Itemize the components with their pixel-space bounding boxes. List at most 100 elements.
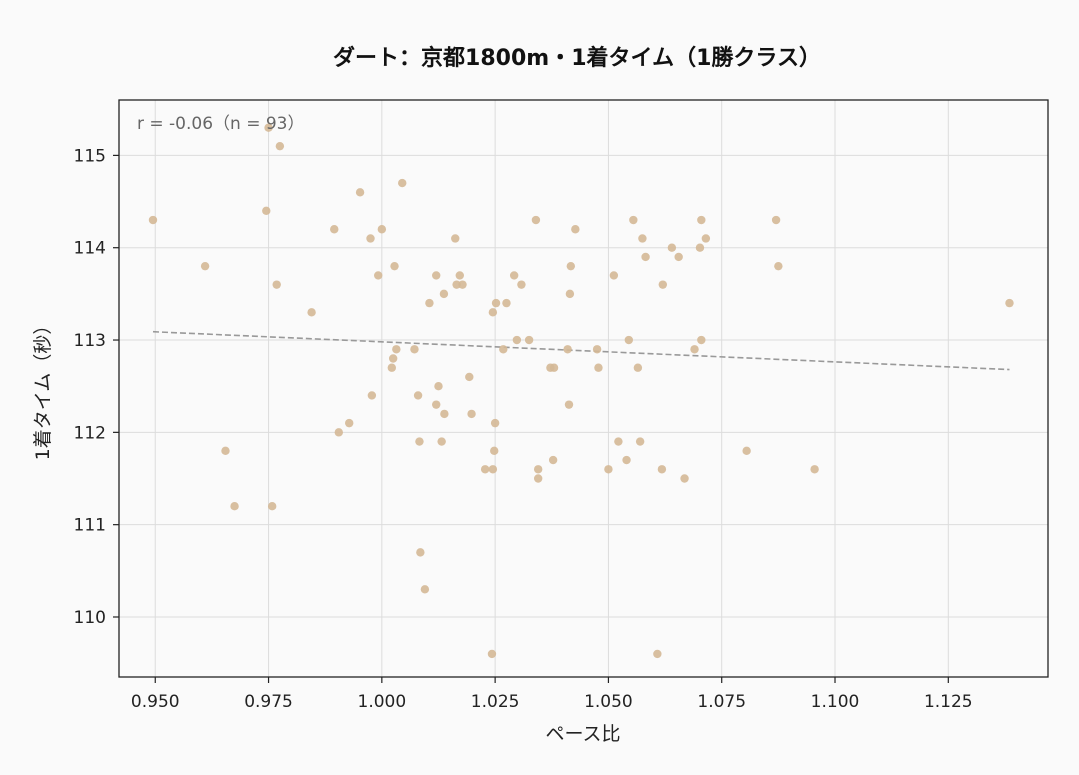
y-tick-label: 110	[74, 608, 106, 628]
data-point	[413, 391, 423, 400]
data-point	[635, 437, 645, 446]
data-point	[533, 465, 543, 474]
data-point	[653, 649, 662, 659]
data-point	[774, 261, 783, 271]
data-point	[398, 178, 407, 188]
y-tick-label: 111	[74, 516, 106, 536]
data-point	[564, 400, 574, 409]
trend-line-layer	[152, 330, 1010, 371]
data-point	[452, 280, 461, 289]
chart-title: ダート：京都1800m・1着タイム（1勝クラス）	[333, 45, 821, 71]
data-point	[272, 280, 281, 289]
data-points	[148, 123, 1014, 659]
data-point	[592, 345, 602, 354]
data-point	[548, 455, 558, 465]
data-point	[697, 215, 706, 225]
data-point	[355, 188, 365, 197]
data-point	[502, 298, 511, 308]
data-point	[509, 271, 519, 280]
data-point	[697, 335, 706, 345]
data-point	[531, 215, 541, 225]
data-point	[524, 335, 534, 345]
data-point	[549, 363, 559, 372]
correlation-annotation: r = -0.06（n = 93）	[137, 114, 305, 134]
data-point	[488, 308, 498, 317]
y-tick-label: 114	[74, 239, 106, 259]
data-point	[420, 585, 430, 594]
data-point	[345, 418, 354, 428]
data-point	[701, 234, 711, 243]
x-tick-label: 1.100	[811, 692, 860, 712]
trend-line	[152, 330, 1010, 371]
data-point	[641, 252, 650, 262]
data-point	[490, 418, 500, 428]
data-point	[432, 271, 441, 280]
data-point	[594, 363, 603, 372]
data-point	[148, 215, 158, 225]
x-tick-label: 0.950	[131, 692, 180, 712]
x-axis-ticks: 0.950 0.975 1.000 1.025 1.050 1.075 1.100 1.125	[131, 677, 973, 712]
data-point	[377, 225, 387, 234]
data-point	[609, 271, 619, 280]
data-point	[455, 271, 464, 280]
data-point	[262, 206, 271, 215]
data-point	[230, 502, 239, 511]
x-tick-label: 1.050	[584, 692, 633, 712]
data-point	[695, 243, 705, 252]
data-point	[487, 649, 497, 659]
data-point	[440, 409, 449, 419]
data-point	[488, 465, 498, 474]
y-tick-label: 112	[74, 423, 106, 443]
data-point	[512, 335, 522, 345]
data-point	[467, 409, 476, 419]
data-point	[439, 289, 449, 299]
data-point	[1005, 298, 1014, 308]
data-point	[629, 215, 638, 225]
data-point	[604, 465, 613, 474]
data-point	[392, 345, 401, 354]
data-point	[771, 215, 781, 225]
y-tick-label: 115	[74, 146, 106, 166]
data-point	[491, 298, 501, 308]
data-point	[451, 234, 460, 243]
data-point	[410, 345, 419, 354]
data-point	[533, 474, 543, 483]
x-tick-label: 0.975	[244, 692, 293, 712]
data-point	[680, 474, 689, 483]
data-point	[388, 354, 398, 363]
data-point	[563, 345, 572, 354]
x-axis-label: ペース比	[545, 723, 620, 745]
data-point	[330, 225, 339, 234]
data-point	[465, 372, 474, 382]
y-axis-ticks: 110 111 112 113 114 115	[74, 146, 119, 628]
data-point	[658, 280, 668, 289]
data-point	[622, 455, 631, 465]
data-point	[490, 446, 499, 456]
data-point	[415, 437, 424, 446]
data-point	[264, 123, 273, 132]
data-point	[638, 234, 647, 243]
y-tick-label: 113	[74, 331, 106, 351]
data-point	[614, 437, 623, 446]
data-point	[458, 280, 467, 289]
data-point	[810, 465, 819, 474]
data-point	[674, 252, 683, 262]
data-point	[390, 261, 399, 271]
x-tick-label: 1.125	[924, 692, 973, 712]
data-point	[517, 280, 526, 289]
data-point	[657, 465, 667, 474]
x-tick-label: 1.000	[358, 692, 407, 712]
x-tick-label: 1.075	[697, 692, 746, 712]
data-point	[307, 308, 316, 317]
data-point	[221, 446, 230, 456]
data-point	[267, 502, 277, 511]
data-point	[437, 437, 446, 446]
data-point	[566, 261, 576, 271]
x-tick-label: 1.025	[471, 692, 520, 712]
data-point	[480, 465, 490, 474]
data-point	[366, 234, 375, 243]
grid	[119, 100, 1048, 677]
